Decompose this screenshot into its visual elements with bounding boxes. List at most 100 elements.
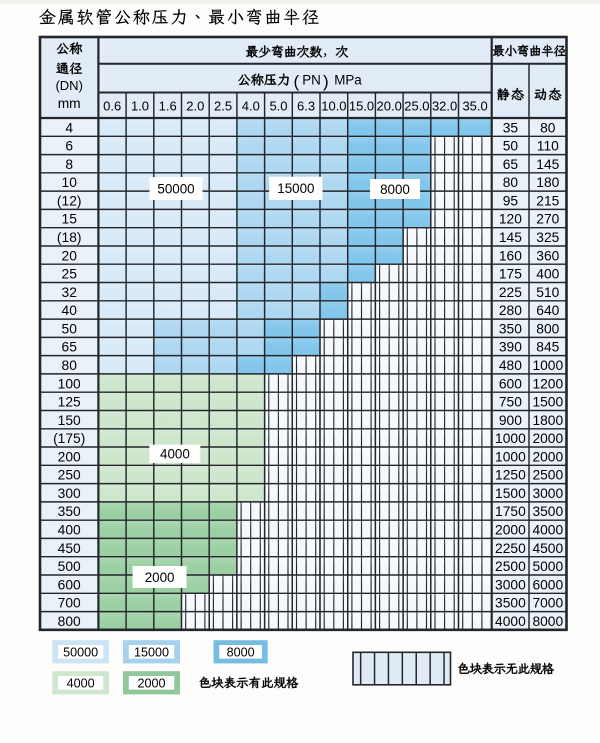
svg-text:(175): (175) [53, 431, 85, 446]
svg-text:20.0: 20.0 [377, 98, 402, 113]
svg-text:510: 510 [536, 285, 559, 300]
svg-text:200: 200 [58, 449, 81, 464]
svg-text:1000: 1000 [495, 431, 526, 446]
svg-text:50000: 50000 [63, 645, 98, 659]
svg-text:0.6: 0.6 [103, 98, 121, 113]
svg-text:2000: 2000 [145, 570, 175, 585]
svg-text:80: 80 [503, 175, 519, 190]
svg-text:450: 450 [58, 541, 81, 556]
svg-text:20: 20 [62, 248, 78, 263]
svg-text:5000: 5000 [532, 559, 563, 574]
svg-text:15.0: 15.0 [349, 98, 374, 113]
svg-text:35: 35 [503, 120, 519, 135]
svg-text:1200: 1200 [532, 376, 563, 391]
svg-text:2000: 2000 [137, 676, 165, 690]
svg-text:360: 360 [536, 248, 559, 263]
svg-text:50: 50 [62, 321, 78, 336]
svg-text:500: 500 [58, 559, 81, 574]
svg-text:35.0: 35.0 [462, 98, 487, 113]
svg-text:8000: 8000 [227, 645, 255, 659]
svg-text:32.0: 32.0 [432, 98, 457, 113]
svg-text:50000: 50000 [157, 181, 194, 196]
svg-text:(18): (18) [57, 230, 82, 245]
svg-text:15000: 15000 [134, 645, 169, 659]
svg-text:5.0: 5.0 [269, 98, 287, 113]
svg-text:4.0: 4.0 [242, 98, 260, 113]
svg-text:2000: 2000 [532, 431, 563, 446]
svg-text:25: 25 [62, 267, 78, 282]
svg-text:2000: 2000 [495, 523, 526, 538]
svg-text:3500: 3500 [532, 504, 563, 519]
svg-text:3000: 3000 [532, 486, 563, 501]
svg-text:4000: 4000 [67, 676, 95, 690]
svg-text:): ) [323, 72, 329, 91]
svg-text:1000: 1000 [532, 358, 563, 373]
svg-text:4000: 4000 [160, 447, 190, 462]
svg-text:145: 145 [499, 230, 522, 245]
svg-text:180: 180 [536, 175, 559, 190]
svg-text:1800: 1800 [532, 413, 563, 428]
svg-text:480: 480 [499, 358, 522, 373]
svg-text:1250: 1250 [495, 468, 526, 483]
svg-text:32: 32 [62, 285, 77, 300]
svg-text:10.0: 10.0 [321, 98, 346, 113]
svg-text:325: 325 [536, 230, 559, 245]
svg-text:6.3: 6.3 [297, 98, 315, 113]
svg-text:145: 145 [536, 157, 559, 172]
svg-text:800: 800 [58, 614, 81, 629]
svg-text:270: 270 [536, 212, 559, 227]
svg-text:2250: 2250 [495, 541, 526, 556]
svg-text:400: 400 [58, 523, 81, 538]
svg-text:110: 110 [537, 139, 559, 154]
svg-text:15: 15 [62, 212, 78, 227]
svg-text:1000: 1000 [495, 449, 526, 464]
svg-text:(: ( [294, 72, 300, 91]
svg-text:2500: 2500 [495, 559, 526, 574]
svg-text:mm: mm [58, 96, 81, 111]
svg-text:MPa: MPa [334, 72, 362, 87]
svg-text:300: 300 [58, 486, 81, 501]
svg-text:175: 175 [499, 267, 522, 282]
svg-text:4000: 4000 [532, 523, 563, 538]
svg-text:80: 80 [540, 120, 556, 135]
svg-text:7000: 7000 [532, 596, 563, 611]
svg-text:6: 6 [65, 139, 73, 154]
svg-text:845: 845 [536, 340, 559, 355]
svg-text:2000: 2000 [532, 449, 563, 464]
svg-text:600: 600 [58, 577, 81, 592]
svg-text:800: 800 [536, 321, 559, 336]
svg-text:3500: 3500 [495, 596, 526, 611]
svg-text:120: 120 [499, 212, 522, 227]
svg-text:640: 640 [536, 303, 559, 318]
svg-text:400: 400 [536, 267, 559, 282]
svg-text:100: 100 [58, 376, 81, 391]
svg-text:1750: 1750 [495, 504, 526, 519]
svg-text:700: 700 [58, 596, 81, 611]
svg-text:215: 215 [536, 194, 559, 209]
svg-text:10: 10 [62, 175, 78, 190]
svg-text:8: 8 [65, 157, 73, 172]
svg-text:1.0: 1.0 [131, 98, 149, 113]
svg-text:225: 225 [499, 285, 522, 300]
svg-text:PN: PN [302, 72, 321, 87]
svg-text:40: 40 [62, 303, 78, 318]
svg-text:65: 65 [62, 340, 78, 355]
svg-text:65: 65 [503, 157, 519, 172]
svg-text:160: 160 [499, 248, 522, 263]
svg-text:25.0: 25.0 [404, 98, 429, 113]
svg-text:8000: 8000 [532, 614, 563, 629]
svg-text:280: 280 [499, 303, 522, 318]
svg-text:350: 350 [58, 504, 81, 519]
svg-text:2.0: 2.0 [186, 98, 204, 113]
svg-text:600: 600 [499, 376, 522, 391]
svg-text:1.6: 1.6 [159, 98, 177, 113]
svg-text:50: 50 [503, 139, 519, 154]
svg-text:350: 350 [499, 321, 522, 336]
svg-text:4000: 4000 [495, 614, 526, 629]
svg-text:(12): (12) [57, 194, 82, 209]
svg-text:95: 95 [503, 194, 519, 209]
svg-text:125: 125 [58, 395, 81, 410]
svg-text:15000: 15000 [277, 181, 314, 196]
svg-text:4: 4 [65, 120, 73, 135]
svg-text:250: 250 [58, 468, 81, 483]
